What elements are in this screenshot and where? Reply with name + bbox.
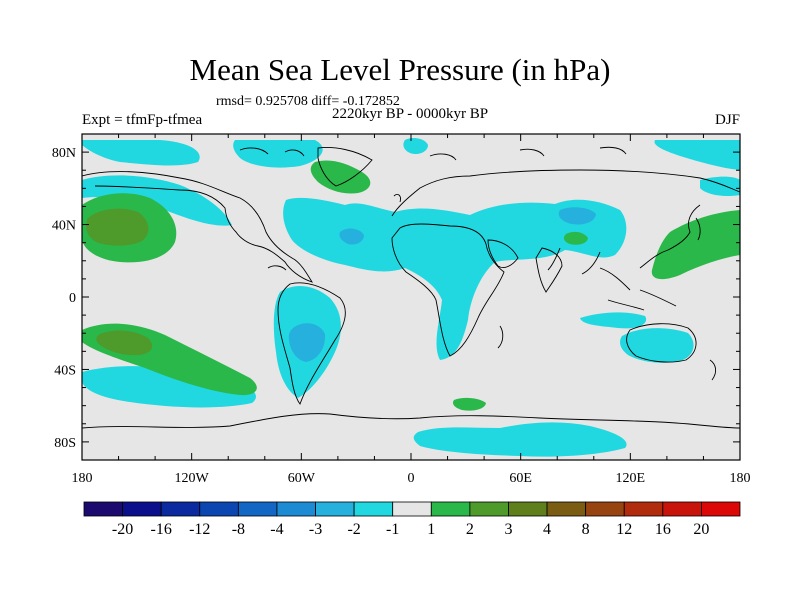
negative-region-arctic-north [233, 140, 323, 168]
positive-core-south-pacific [96, 330, 153, 356]
latitude-labels: 80N 40N 0 40S 80S [52, 146, 76, 451]
positive-region-south-atlantic [452, 397, 486, 411]
colorbar-swatch [315, 501, 355, 517]
colorbar-swatch [83, 501, 123, 517]
colorbar-label: -3 [309, 521, 322, 538]
lon-label: 60W [288, 471, 316, 486]
chart-title: Mean Sea Level Pressure (in hPa) [189, 52, 611, 87]
negative-deep-south-america [288, 323, 326, 362]
negative-deep-middle-east [558, 207, 596, 225]
colorbar-label: 20 [693, 521, 709, 538]
colorbar-label: 3 [504, 521, 512, 538]
colorbar-swatch [585, 501, 625, 517]
period-label: 2220kyr BP - 0000kyr BP [331, 106, 489, 122]
colorbar [83, 501, 741, 517]
colorbar-swatch [199, 501, 239, 517]
lat-label: 40N [52, 219, 76, 234]
longitude-labels: 180 120W 60W 0 60E 120E 180 [72, 471, 751, 486]
coastline-africa [391, 223, 505, 357]
colorbar-label: 16 [655, 521, 671, 538]
colorbar-label: -12 [189, 521, 210, 538]
negative-deep-atlantic [339, 228, 364, 245]
coastline-uk [393, 193, 401, 203]
coastlines [82, 146, 740, 429]
coastline-south-america [277, 282, 346, 405]
negative-region-north-atlantic-africa [283, 197, 627, 360]
season-label: DJF [714, 112, 740, 128]
coastline-north-america [82, 171, 314, 283]
colorbar-label: -16 [151, 521, 172, 538]
colorbar-swatch [122, 501, 162, 517]
lon-label: 120W [175, 471, 210, 486]
lon-label: 180 [730, 471, 751, 486]
colorbar-swatch [353, 501, 394, 517]
colorbar-label: -8 [232, 521, 245, 538]
negative-region-polar-cap [403, 137, 428, 155]
colorbar-label: 2 [466, 521, 474, 538]
lat-label: 0 [69, 291, 76, 306]
negative-region-north-pacific-west [82, 175, 232, 226]
lon-label: 180 [72, 471, 93, 486]
negative-region-east-asia [700, 176, 740, 197]
colorbar-label: 1 [427, 521, 435, 538]
lat-label: 80N [52, 146, 76, 161]
coastline-new-zealand [709, 359, 717, 381]
coastline-australia [626, 323, 697, 363]
coastline-arabia [487, 239, 519, 269]
colorbar-swatch [430, 501, 471, 517]
stats-label: rmsd= 0.925708 diff= -0.172852 [216, 94, 400, 109]
colorbar-swatch [546, 501, 587, 517]
negative-region-southern-ocean [413, 422, 627, 457]
coastline-arctic-islands [239, 146, 627, 161]
colorbar-swatch [392, 501, 432, 517]
coastline-india [535, 247, 563, 293]
map-background [82, 134, 740, 460]
experiment-label: Expt = tfmFp-tfmea [82, 112, 203, 128]
colorbar-label: -2 [347, 521, 360, 538]
axis-ticks [81, 133, 741, 461]
colorbar-label: 4 [543, 521, 551, 538]
contour-fields [82, 137, 740, 457]
lat-label: 80S [54, 436, 76, 451]
colorbar-swatch [469, 501, 509, 517]
lat-label: 40S [54, 363, 76, 378]
coastline-japan [695, 217, 701, 241]
positive-region-west-pacific [651, 210, 740, 280]
colorbar-label: -4 [270, 521, 283, 538]
negative-region-siberia [654, 140, 740, 170]
lon-label: 120E [616, 471, 646, 486]
coastline-europe-asia [391, 169, 740, 275]
colorbar-swatch [237, 501, 278, 517]
negative-region-greenland [82, 140, 200, 166]
colorbar-label: 12 [616, 521, 632, 538]
coastline-southeast-asia [599, 267, 677, 311]
coastline-greenland [317, 147, 373, 187]
coastline-caribbean [267, 265, 287, 271]
negative-region-indian-ocean [580, 312, 647, 329]
positive-region-greenland [310, 160, 371, 194]
positive-region-tibet [563, 231, 588, 245]
coastline-madagascar [497, 325, 504, 349]
colorbar-swatch [276, 501, 316, 517]
coastline-antarctica [82, 413, 740, 429]
colorbar-swatch [160, 501, 201, 517]
colorbar-swatch [701, 501, 741, 517]
colorbar-label: -1 [386, 521, 399, 538]
colorbar-swatch [662, 501, 702, 517]
colorbar-label: -20 [112, 521, 133, 538]
lon-label: 60E [509, 471, 532, 486]
colorbar-swatch [508, 501, 548, 517]
negative-region-australia [620, 328, 694, 363]
colorbar-label: 8 [582, 521, 590, 538]
positive-core-north-pacific [86, 208, 149, 246]
colorbar-labels: -20 -16 -12 -8 -4 -3 -2 -1 1 2 3 4 8 12 16 20 [112, 521, 709, 538]
colorbar-swatch [623, 501, 664, 517]
lon-label: 0 [408, 471, 415, 486]
